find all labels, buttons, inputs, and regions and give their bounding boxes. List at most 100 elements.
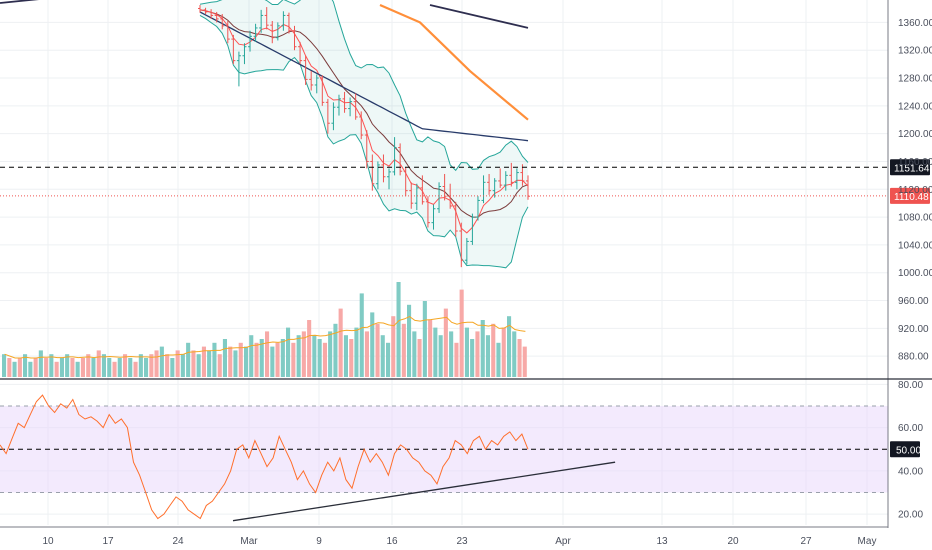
volume-bar bbox=[75, 361, 80, 377]
price-tick-label: 1280.00 bbox=[898, 74, 932, 85]
volume-bar bbox=[259, 339, 264, 377]
volume-bar bbox=[443, 308, 448, 377]
volume-bar bbox=[428, 320, 433, 377]
volume-bar bbox=[117, 358, 122, 377]
volume-bar bbox=[364, 331, 369, 377]
volume-bar bbox=[301, 331, 306, 377]
price-tick-label: 920.00 bbox=[898, 324, 929, 335]
volume-bar bbox=[286, 327, 291, 377]
volume-bar bbox=[265, 331, 270, 377]
volume-bar bbox=[328, 331, 333, 377]
volume-bar bbox=[44, 358, 49, 377]
sma-orange-line bbox=[379, 3, 529, 121]
volume-bar bbox=[317, 339, 322, 377]
volume-bar bbox=[275, 342, 280, 377]
volume-bar bbox=[359, 293, 364, 377]
time-tick-label: 13 bbox=[656, 536, 668, 547]
volume-bar bbox=[244, 346, 249, 377]
volume-bar bbox=[522, 346, 527, 377]
time-tick-label: 23 bbox=[456, 536, 468, 547]
volume-bar bbox=[438, 335, 443, 377]
price-tag-label: 1110.48 bbox=[894, 192, 929, 203]
volume-bar bbox=[54, 361, 59, 377]
rsi-tick-label: 20.00 bbox=[898, 510, 923, 521]
volume-bar bbox=[370, 312, 375, 377]
time-tick-label: 17 bbox=[102, 536, 114, 547]
volume-bar bbox=[91, 358, 96, 377]
volume-bars bbox=[2, 282, 527, 377]
sma-dark-line bbox=[0, 0, 529, 29]
volume-bar bbox=[386, 342, 391, 377]
volume-bar bbox=[49, 354, 54, 377]
price-tick-label: 1120.00 bbox=[898, 185, 932, 196]
volume-bar bbox=[291, 342, 296, 377]
rsi-tick-label: 80.00 bbox=[898, 380, 923, 391]
volume-bar bbox=[191, 350, 196, 377]
volume-bar bbox=[133, 361, 138, 377]
rsi-tick-label: 60.00 bbox=[898, 423, 923, 434]
volume-bar bbox=[307, 320, 312, 377]
volume-bar bbox=[196, 354, 201, 377]
price-tag-bg bbox=[890, 159, 930, 176]
price-tick-label: 1360.00 bbox=[898, 18, 932, 29]
volume-bar bbox=[512, 331, 517, 377]
volume-bar bbox=[154, 350, 159, 377]
volume-bar bbox=[296, 335, 301, 377]
volume-bar bbox=[86, 354, 91, 377]
price-tick-label: 1200.00 bbox=[898, 129, 932, 140]
volume-bar bbox=[338, 308, 343, 377]
price-lines: 1151.64 1110.48 bbox=[0, 159, 930, 204]
volume-bar bbox=[349, 339, 354, 377]
price-tick-label: 880.00 bbox=[898, 352, 929, 363]
bollinger-lower bbox=[199, 14, 529, 269]
volume-bar bbox=[249, 335, 254, 377]
volume-bar bbox=[233, 350, 238, 377]
time-tick-label: Mar bbox=[240, 536, 258, 547]
volume-ma-line bbox=[4, 316, 526, 359]
volume-bar bbox=[354, 327, 359, 377]
volume-bar bbox=[449, 331, 454, 377]
volume-bar bbox=[333, 323, 338, 377]
price-tick-label: 1000.00 bbox=[898, 268, 932, 279]
time-tick-label: 16 bbox=[386, 536, 398, 547]
volume-bar bbox=[180, 354, 185, 377]
ema-line bbox=[199, 9, 529, 234]
price-tick-label: 1040.00 bbox=[898, 240, 932, 251]
volume-bar bbox=[175, 350, 180, 377]
volume-bar bbox=[144, 358, 149, 377]
candles bbox=[198, 5, 530, 268]
rsi-line bbox=[0, 394, 529, 520]
volume-bar bbox=[12, 361, 17, 377]
volume-bar bbox=[33, 358, 38, 377]
volume-bar bbox=[80, 358, 85, 377]
volume-bar bbox=[417, 339, 422, 377]
volume-bar bbox=[480, 320, 485, 377]
time-tick-label: 20 bbox=[727, 536, 739, 547]
volume-bar bbox=[280, 339, 285, 377]
volume-bar bbox=[254, 342, 259, 377]
time-tick-label: 24 bbox=[172, 536, 184, 547]
volume-bar bbox=[380, 335, 385, 377]
bollinger-fill bbox=[200, 0, 528, 268]
rsi-pane: 50.00 bbox=[0, 394, 921, 522]
price-tick-label: 1160.00 bbox=[898, 157, 932, 168]
volume-bar bbox=[128, 358, 133, 377]
volume-bar bbox=[312, 335, 317, 377]
volume-bar bbox=[238, 342, 243, 377]
volume-bar bbox=[186, 342, 191, 377]
volume-bar bbox=[149, 354, 154, 377]
volume-bar bbox=[123, 354, 128, 377]
volume-bar bbox=[343, 335, 348, 377]
horizontal-line-tag: 1151.64 bbox=[890, 159, 930, 176]
price-tick-label: 1080.00 bbox=[898, 213, 932, 224]
volume-bar bbox=[170, 358, 175, 377]
volume-bar bbox=[470, 339, 475, 377]
price-tag-bg bbox=[890, 187, 930, 204]
volume-bar bbox=[464, 327, 469, 377]
price-tick-label: 960.00 bbox=[898, 296, 929, 307]
rsi-mid-tag-label: 50.00 bbox=[896, 445, 921, 456]
volume-bar bbox=[7, 358, 12, 377]
volume-bar bbox=[165, 354, 170, 377]
